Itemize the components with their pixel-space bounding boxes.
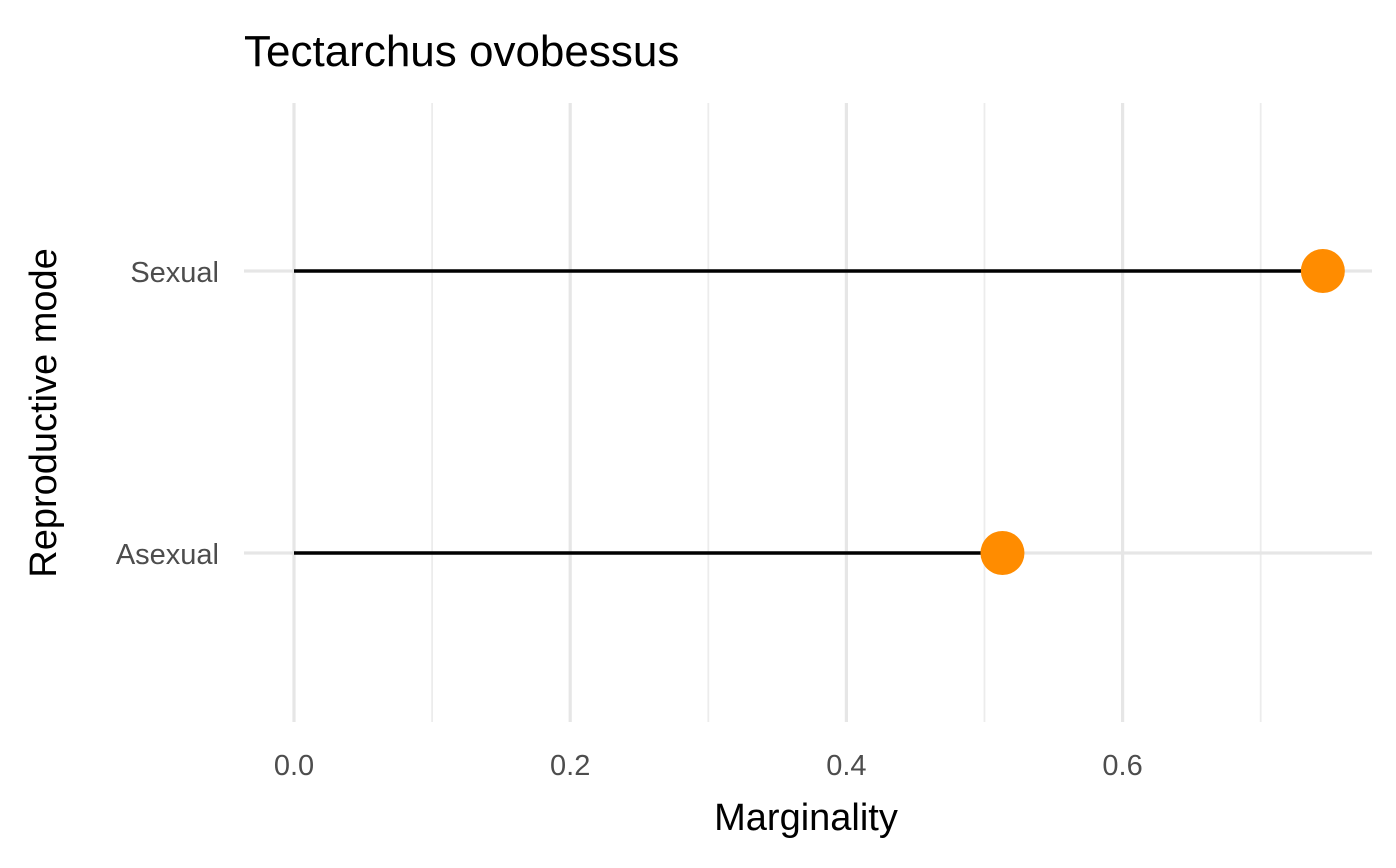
y-axis-tick-labels: Asexual Sexual (116, 257, 219, 571)
x-axis-title: Marginality (714, 797, 898, 839)
grid-lines (244, 103, 1372, 722)
x-tick-label: 0.2 (550, 750, 590, 782)
lollipop-point-sexual (1300, 249, 1345, 293)
x-axis-tick-labels: 0.0 0.2 0.4 0.6 (274, 750, 1143, 782)
lollipop-point-asexual (980, 531, 1025, 575)
x-tick-label: 0.6 (1102, 750, 1142, 782)
lollipop-stems (294, 269, 1323, 555)
y-tick-label: Asexual (116, 539, 219, 571)
y-tick-label: Sexual (130, 257, 219, 289)
chart-title: Tectarchus ovobessus (244, 27, 679, 76)
lollipop-points (980, 249, 1345, 575)
x-tick-label: 0.0 (274, 750, 314, 782)
y-axis-title: Reproductive mode (23, 248, 65, 578)
x-tick-label: 0.4 (826, 750, 866, 782)
